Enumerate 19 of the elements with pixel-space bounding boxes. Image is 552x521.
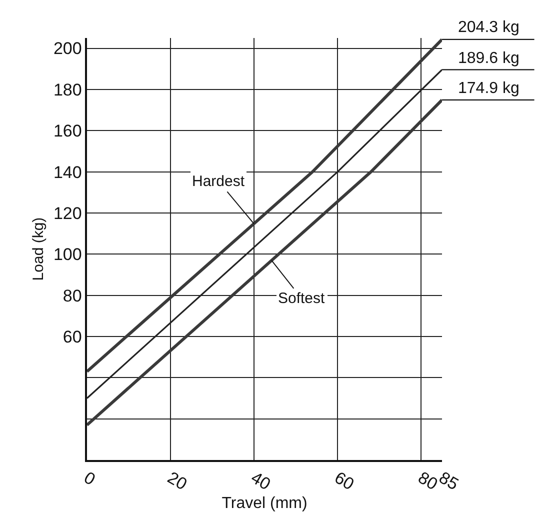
y-tick-label: 140 xyxy=(53,162,82,182)
data-label: 204.3 kg xyxy=(458,19,520,36)
data-label: 189.6 kg xyxy=(458,50,520,67)
y-tick-label: 200 xyxy=(53,39,82,58)
x-tick-label: 20 xyxy=(164,468,190,494)
series-label: Softest xyxy=(278,290,326,307)
y-tick-label: 60 xyxy=(62,327,82,346)
data-label: 174.9 kg xyxy=(458,80,520,97)
y-tick-label: 160 xyxy=(53,122,82,141)
y-tick-label: 120 xyxy=(53,204,82,223)
x-tick-label: 40 xyxy=(248,468,274,494)
y-tick-label: 180 xyxy=(53,80,82,100)
x-axis-title: Travel (mm) xyxy=(222,495,308,512)
y-tick-label: 80 xyxy=(62,286,82,306)
y-axis-title: Load (kg) xyxy=(30,217,48,281)
x-tick-label: 60 xyxy=(331,468,358,494)
x-tick-label: 0 xyxy=(80,468,98,490)
text: Hardest xyxy=(192,173,246,190)
y-tick-label: 100 xyxy=(53,245,82,264)
